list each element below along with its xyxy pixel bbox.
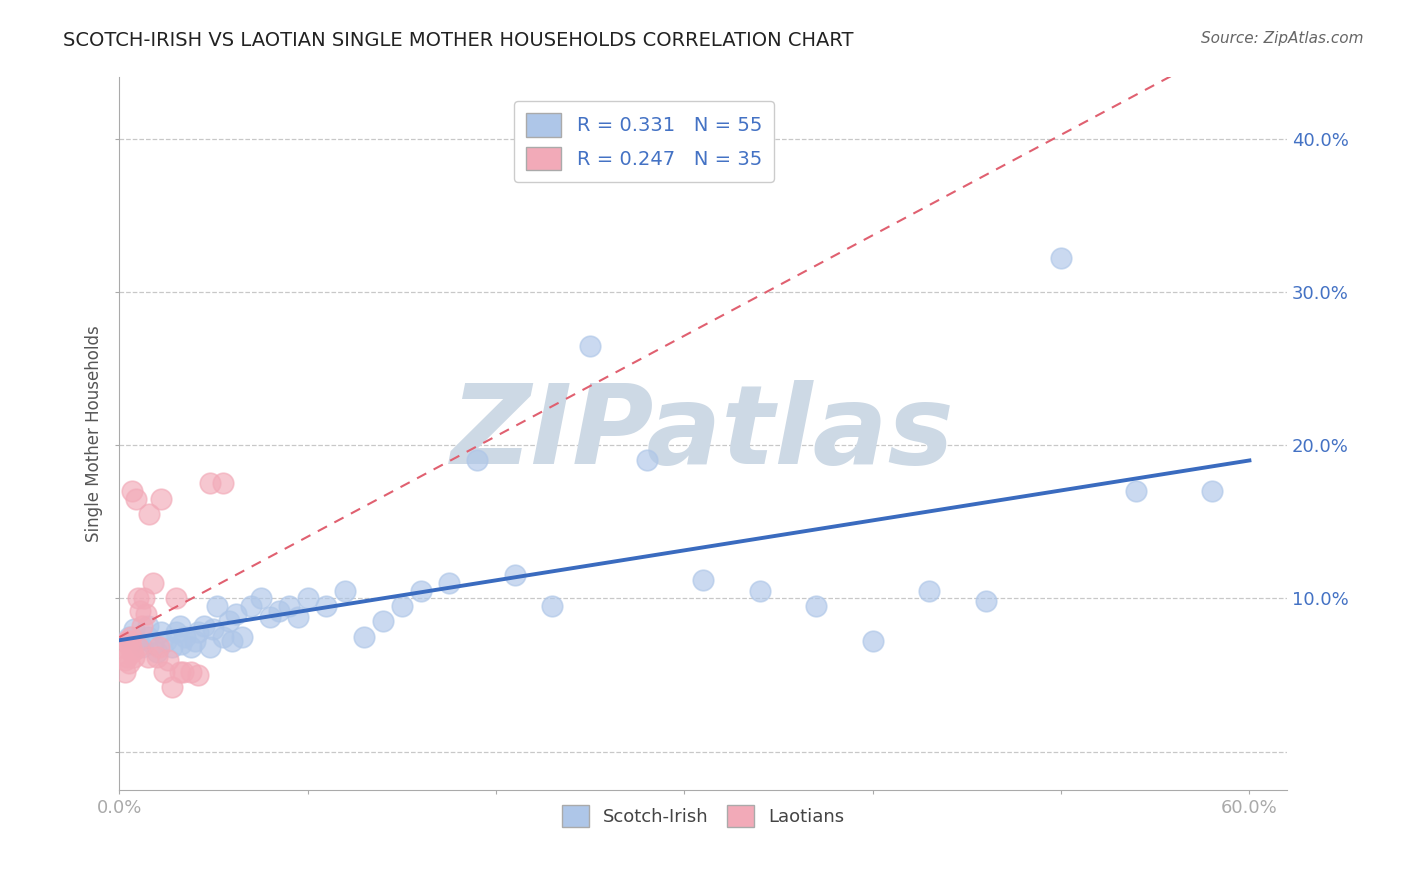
Point xyxy=(138,507,160,521)
Point xyxy=(149,491,172,506)
Point xyxy=(636,453,658,467)
Point xyxy=(409,583,432,598)
Point xyxy=(277,599,299,613)
Point xyxy=(118,634,141,648)
Point xyxy=(187,668,209,682)
Point xyxy=(391,599,413,613)
Point xyxy=(862,634,884,648)
Point xyxy=(249,591,271,606)
Point xyxy=(135,607,157,621)
Point xyxy=(287,609,309,624)
Point xyxy=(148,640,170,655)
Point xyxy=(579,338,602,352)
Point xyxy=(146,649,169,664)
Point xyxy=(202,622,225,636)
Point xyxy=(169,665,191,679)
Legend: Scotch-Irish, Laotians: Scotch-Irish, Laotians xyxy=(554,797,852,834)
Point xyxy=(503,568,526,582)
Point xyxy=(157,653,180,667)
Point xyxy=(115,649,138,664)
Point xyxy=(269,604,291,618)
Point xyxy=(112,640,135,655)
Point xyxy=(136,619,159,633)
Point xyxy=(193,619,215,633)
Point xyxy=(187,625,209,640)
Point xyxy=(146,645,169,659)
Point xyxy=(465,453,488,467)
Point xyxy=(221,634,243,648)
Text: ZIPatlas: ZIPatlas xyxy=(451,380,955,487)
Point xyxy=(120,640,142,655)
Point xyxy=(748,583,770,598)
Point xyxy=(127,634,149,648)
Point xyxy=(127,640,149,655)
Point xyxy=(131,619,153,633)
Point xyxy=(172,665,194,679)
Text: SCOTCH-IRISH VS LAOTIAN SINGLE MOTHER HOUSEHOLDS CORRELATION CHART: SCOTCH-IRISH VS LAOTIAN SINGLE MOTHER HO… xyxy=(63,31,853,50)
Point xyxy=(1125,484,1147,499)
Point xyxy=(165,625,187,640)
Point xyxy=(198,476,221,491)
Point xyxy=(118,630,141,644)
Point xyxy=(118,656,141,670)
Point xyxy=(114,665,136,679)
Point xyxy=(218,615,240,629)
Point xyxy=(692,573,714,587)
Point xyxy=(183,634,205,648)
Point xyxy=(153,665,176,679)
Point xyxy=(297,591,319,606)
Point xyxy=(121,484,143,499)
Point xyxy=(180,665,202,679)
Point xyxy=(806,599,828,613)
Point xyxy=(541,599,564,613)
Point xyxy=(125,491,148,506)
Point xyxy=(259,609,281,624)
Point xyxy=(131,640,153,655)
Point xyxy=(136,630,159,644)
Point xyxy=(120,630,142,644)
Point xyxy=(160,640,183,655)
Point xyxy=(155,634,177,648)
Point xyxy=(371,615,394,629)
Point xyxy=(165,591,187,606)
Point xyxy=(974,594,997,608)
Point xyxy=(142,637,165,651)
Point xyxy=(129,604,152,618)
Point xyxy=(918,583,941,598)
Point xyxy=(198,640,221,655)
Text: Source: ZipAtlas.com: Source: ZipAtlas.com xyxy=(1201,31,1364,46)
Point xyxy=(231,630,253,644)
Point xyxy=(353,630,375,644)
Point xyxy=(149,625,172,640)
Point xyxy=(170,637,193,651)
Point xyxy=(335,583,357,598)
Point xyxy=(315,599,337,613)
Point xyxy=(225,607,247,621)
Point xyxy=(127,591,149,606)
Point xyxy=(240,599,263,613)
Y-axis label: Single Mother Households: Single Mother Households xyxy=(86,326,103,542)
Point xyxy=(1050,252,1073,266)
Point xyxy=(124,649,146,664)
Point xyxy=(121,645,143,659)
Point xyxy=(114,653,136,667)
Point xyxy=(136,649,159,664)
Point xyxy=(205,599,228,613)
Point xyxy=(212,476,235,491)
Point xyxy=(174,630,197,644)
Point xyxy=(180,640,202,655)
Point xyxy=(1201,484,1223,499)
Point xyxy=(124,622,146,636)
Point xyxy=(212,630,235,644)
Point xyxy=(437,576,460,591)
Point xyxy=(142,576,165,591)
Point xyxy=(132,591,155,606)
Point xyxy=(160,680,183,694)
Point xyxy=(169,619,191,633)
Point xyxy=(115,634,138,648)
